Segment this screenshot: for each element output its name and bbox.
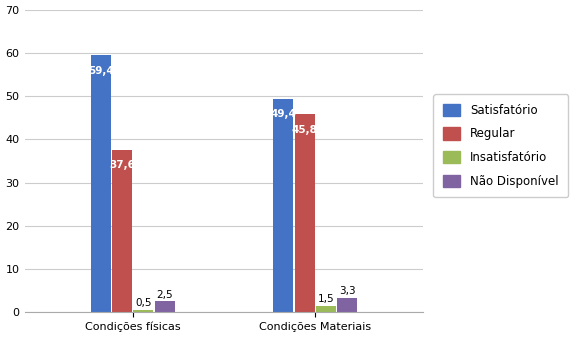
Bar xyxy=(316,306,336,312)
Bar xyxy=(91,55,111,312)
Bar xyxy=(295,114,315,312)
Text: 0,5: 0,5 xyxy=(135,298,152,308)
Legend: Satisfatório, Regular, Insatisfatório, Não Disponível: Satisfatório, Regular, Insatisfatório, N… xyxy=(433,94,568,197)
Bar xyxy=(155,301,174,312)
Text: 59,4: 59,4 xyxy=(88,66,114,76)
Text: 45,8: 45,8 xyxy=(292,125,317,135)
Bar xyxy=(273,99,293,312)
Text: 49,4: 49,4 xyxy=(270,110,296,119)
Bar xyxy=(133,310,153,312)
Text: 2,5: 2,5 xyxy=(156,290,173,300)
Text: 1,5: 1,5 xyxy=(317,294,334,304)
Bar xyxy=(112,150,132,312)
Text: 3,3: 3,3 xyxy=(339,286,356,296)
Text: 37,6: 37,6 xyxy=(109,161,135,170)
Bar xyxy=(338,298,357,312)
